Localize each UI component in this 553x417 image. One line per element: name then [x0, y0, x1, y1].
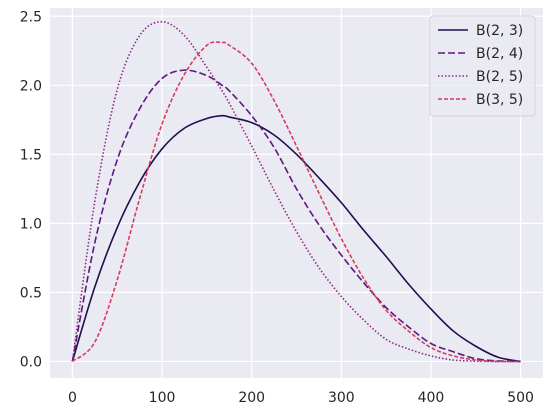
y-tick-label: 2.0	[20, 78, 42, 94]
legend-box	[429, 15, 536, 117]
x-tick-label: 200	[238, 390, 265, 406]
x-tick-label: 400	[418, 390, 445, 406]
series-line-4	[71, 41, 521, 363]
y-tick-label: 1.5	[20, 147, 42, 163]
x-tick-label: 0	[68, 390, 77, 406]
y-tick-label: 2.5	[20, 9, 42, 25]
y-tick-label: 0.5	[20, 285, 42, 301]
legend: B(2, 3) B(2, 4) B(2, 5) B(3, 5)	[429, 15, 536, 117]
series-line-3	[71, 21, 521, 363]
tick-labels: 0 100 200 300 400 500 0.0 0.5 1.0 1.5 2.0 2.5	[20, 9, 534, 406]
series-lines	[71, 21, 521, 363]
x-tick-label: 500	[507, 390, 534, 406]
x-tick-label: 300	[328, 390, 355, 406]
legend-label: B(2, 3)	[476, 23, 523, 39]
y-tick-label: 0.0	[20, 354, 42, 370]
x-tick-label: 100	[149, 390, 176, 406]
y-tick-label: 1.0	[20, 216, 42, 232]
legend-label: B(2, 4)	[476, 46, 523, 62]
legend-label: B(2, 5)	[476, 69, 523, 85]
series-line-2	[71, 69, 521, 363]
legend-label: B(3, 5)	[476, 92, 523, 108]
